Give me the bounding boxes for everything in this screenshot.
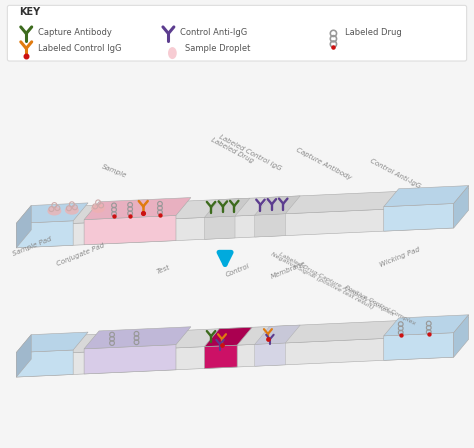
Text: Capture Antibody: Capture Antibody xyxy=(295,147,352,181)
Polygon shape xyxy=(16,335,31,377)
Text: Membrane: Membrane xyxy=(270,260,307,280)
Text: Labeled Drug: Labeled Drug xyxy=(210,137,255,164)
Polygon shape xyxy=(84,215,176,245)
Text: Labeled Drug: Labeled Drug xyxy=(346,28,402,37)
Polygon shape xyxy=(16,350,73,377)
Polygon shape xyxy=(84,327,191,349)
Polygon shape xyxy=(384,203,454,231)
Text: Negative Signal (positive test result): Negative Signal (positive test result) xyxy=(270,252,374,310)
Text: Control Anti-IgG: Control Anti-IgG xyxy=(369,157,422,189)
Polygon shape xyxy=(255,196,300,215)
Polygon shape xyxy=(84,198,191,220)
Polygon shape xyxy=(384,315,469,336)
Polygon shape xyxy=(16,335,454,377)
Polygon shape xyxy=(16,188,469,226)
Text: Capture Antibody: Capture Antibody xyxy=(38,28,112,37)
Text: Control Anti-IgG: Control Anti-IgG xyxy=(180,28,247,37)
Text: Wicking Pad: Wicking Pad xyxy=(379,246,421,268)
Polygon shape xyxy=(16,318,469,355)
Polygon shape xyxy=(16,206,31,248)
Text: Labeled Drug-Capture Antibody Complex: Labeled Drug-Capture Antibody Complex xyxy=(278,251,395,316)
Polygon shape xyxy=(454,185,469,228)
Ellipse shape xyxy=(168,47,177,59)
Polygon shape xyxy=(204,216,235,239)
Text: Conjugate Pad: Conjugate Pad xyxy=(56,242,106,267)
Polygon shape xyxy=(255,343,285,366)
Polygon shape xyxy=(204,345,237,369)
Polygon shape xyxy=(84,345,176,374)
Text: Test: Test xyxy=(155,264,171,275)
Ellipse shape xyxy=(91,204,105,213)
Polygon shape xyxy=(384,185,469,207)
Polygon shape xyxy=(16,221,73,248)
Text: Positive Control Complex: Positive Control Complex xyxy=(345,285,417,326)
Polygon shape xyxy=(16,206,454,248)
Text: Sample Droplet: Sample Droplet xyxy=(185,43,251,52)
Polygon shape xyxy=(384,333,454,360)
Ellipse shape xyxy=(65,206,79,215)
Text: Sample Pad: Sample Pad xyxy=(11,236,52,257)
Ellipse shape xyxy=(47,207,61,215)
Text: Sample: Sample xyxy=(101,164,128,179)
Text: Control: Control xyxy=(225,263,251,278)
FancyBboxPatch shape xyxy=(8,5,466,61)
Text: KEY: KEY xyxy=(19,7,40,17)
Polygon shape xyxy=(255,214,285,237)
Polygon shape xyxy=(454,315,469,357)
Polygon shape xyxy=(204,327,252,347)
Text: Labeled Control IgG: Labeled Control IgG xyxy=(38,43,122,52)
Polygon shape xyxy=(16,203,88,224)
Polygon shape xyxy=(204,198,250,217)
Polygon shape xyxy=(255,325,300,345)
Text: Labeled Control IgG: Labeled Control IgG xyxy=(218,133,283,171)
Polygon shape xyxy=(16,332,88,353)
